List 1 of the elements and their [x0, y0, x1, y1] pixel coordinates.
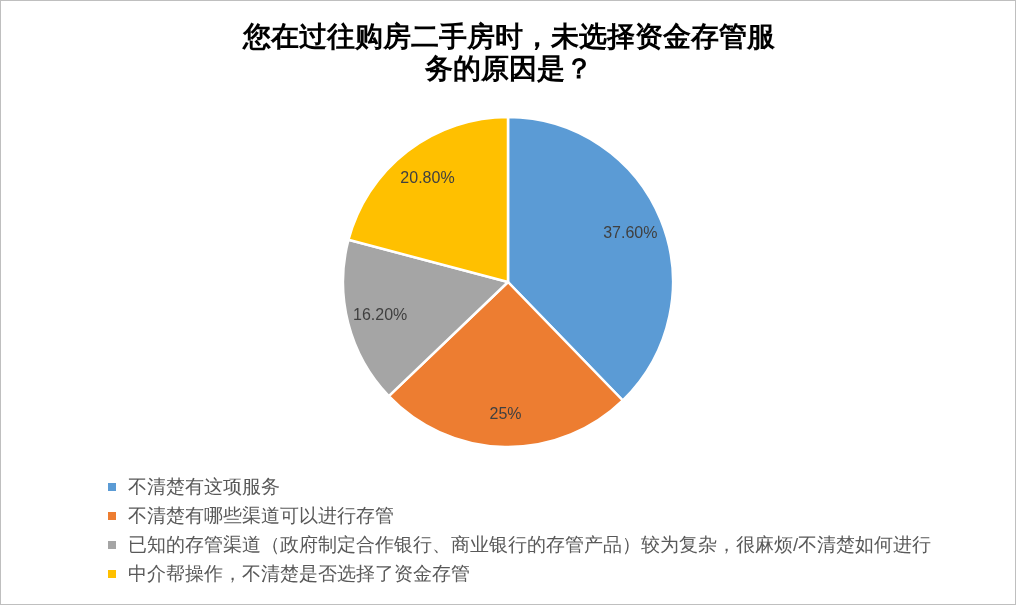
title: 您在过往购房二手房时，未选择资金存管服务的原因是？ — [241, 21, 776, 85]
